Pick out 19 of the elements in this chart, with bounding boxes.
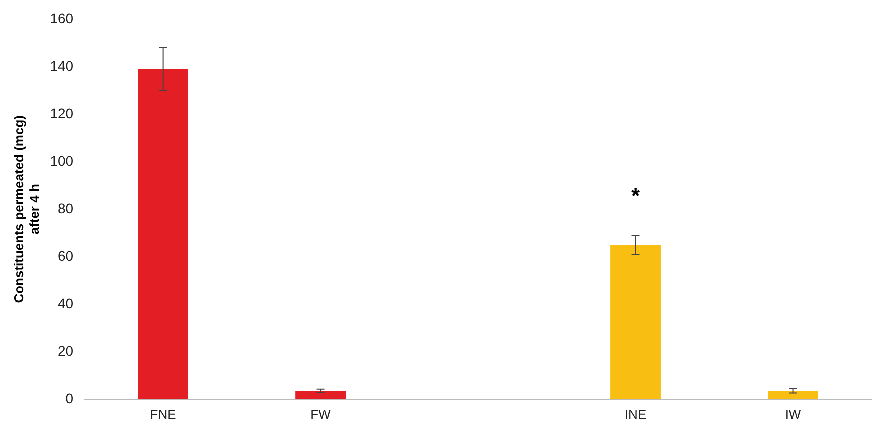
bar bbox=[296, 391, 346, 400]
x-tick-label: FNE bbox=[150, 406, 177, 422]
y-tick-label: 140 bbox=[50, 58, 74, 74]
y-tick-label: 40 bbox=[58, 295, 74, 312]
y-tick-label: 80 bbox=[58, 200, 74, 216]
annotation: * bbox=[631, 184, 640, 209]
x-tick-label: IW bbox=[785, 406, 802, 422]
bar bbox=[768, 391, 818, 400]
y-tick-label: 120 bbox=[50, 105, 74, 122]
x-tick-label: FW bbox=[310, 406, 332, 422]
x-tick-label: INE bbox=[624, 406, 647, 422]
y-tick-label: 0 bbox=[66, 390, 74, 406]
y-tick-label: 60 bbox=[58, 248, 74, 264]
bar bbox=[138, 69, 188, 400]
y-axis-title: Constituents permeated (mcg) after 4 h bbox=[11, 115, 42, 304]
y-tick-label: 20 bbox=[58, 342, 74, 359]
bar bbox=[610, 245, 661, 400]
y-tick-label: 100 bbox=[50, 152, 74, 169]
y-tick-label: 160 bbox=[50, 10, 74, 26]
